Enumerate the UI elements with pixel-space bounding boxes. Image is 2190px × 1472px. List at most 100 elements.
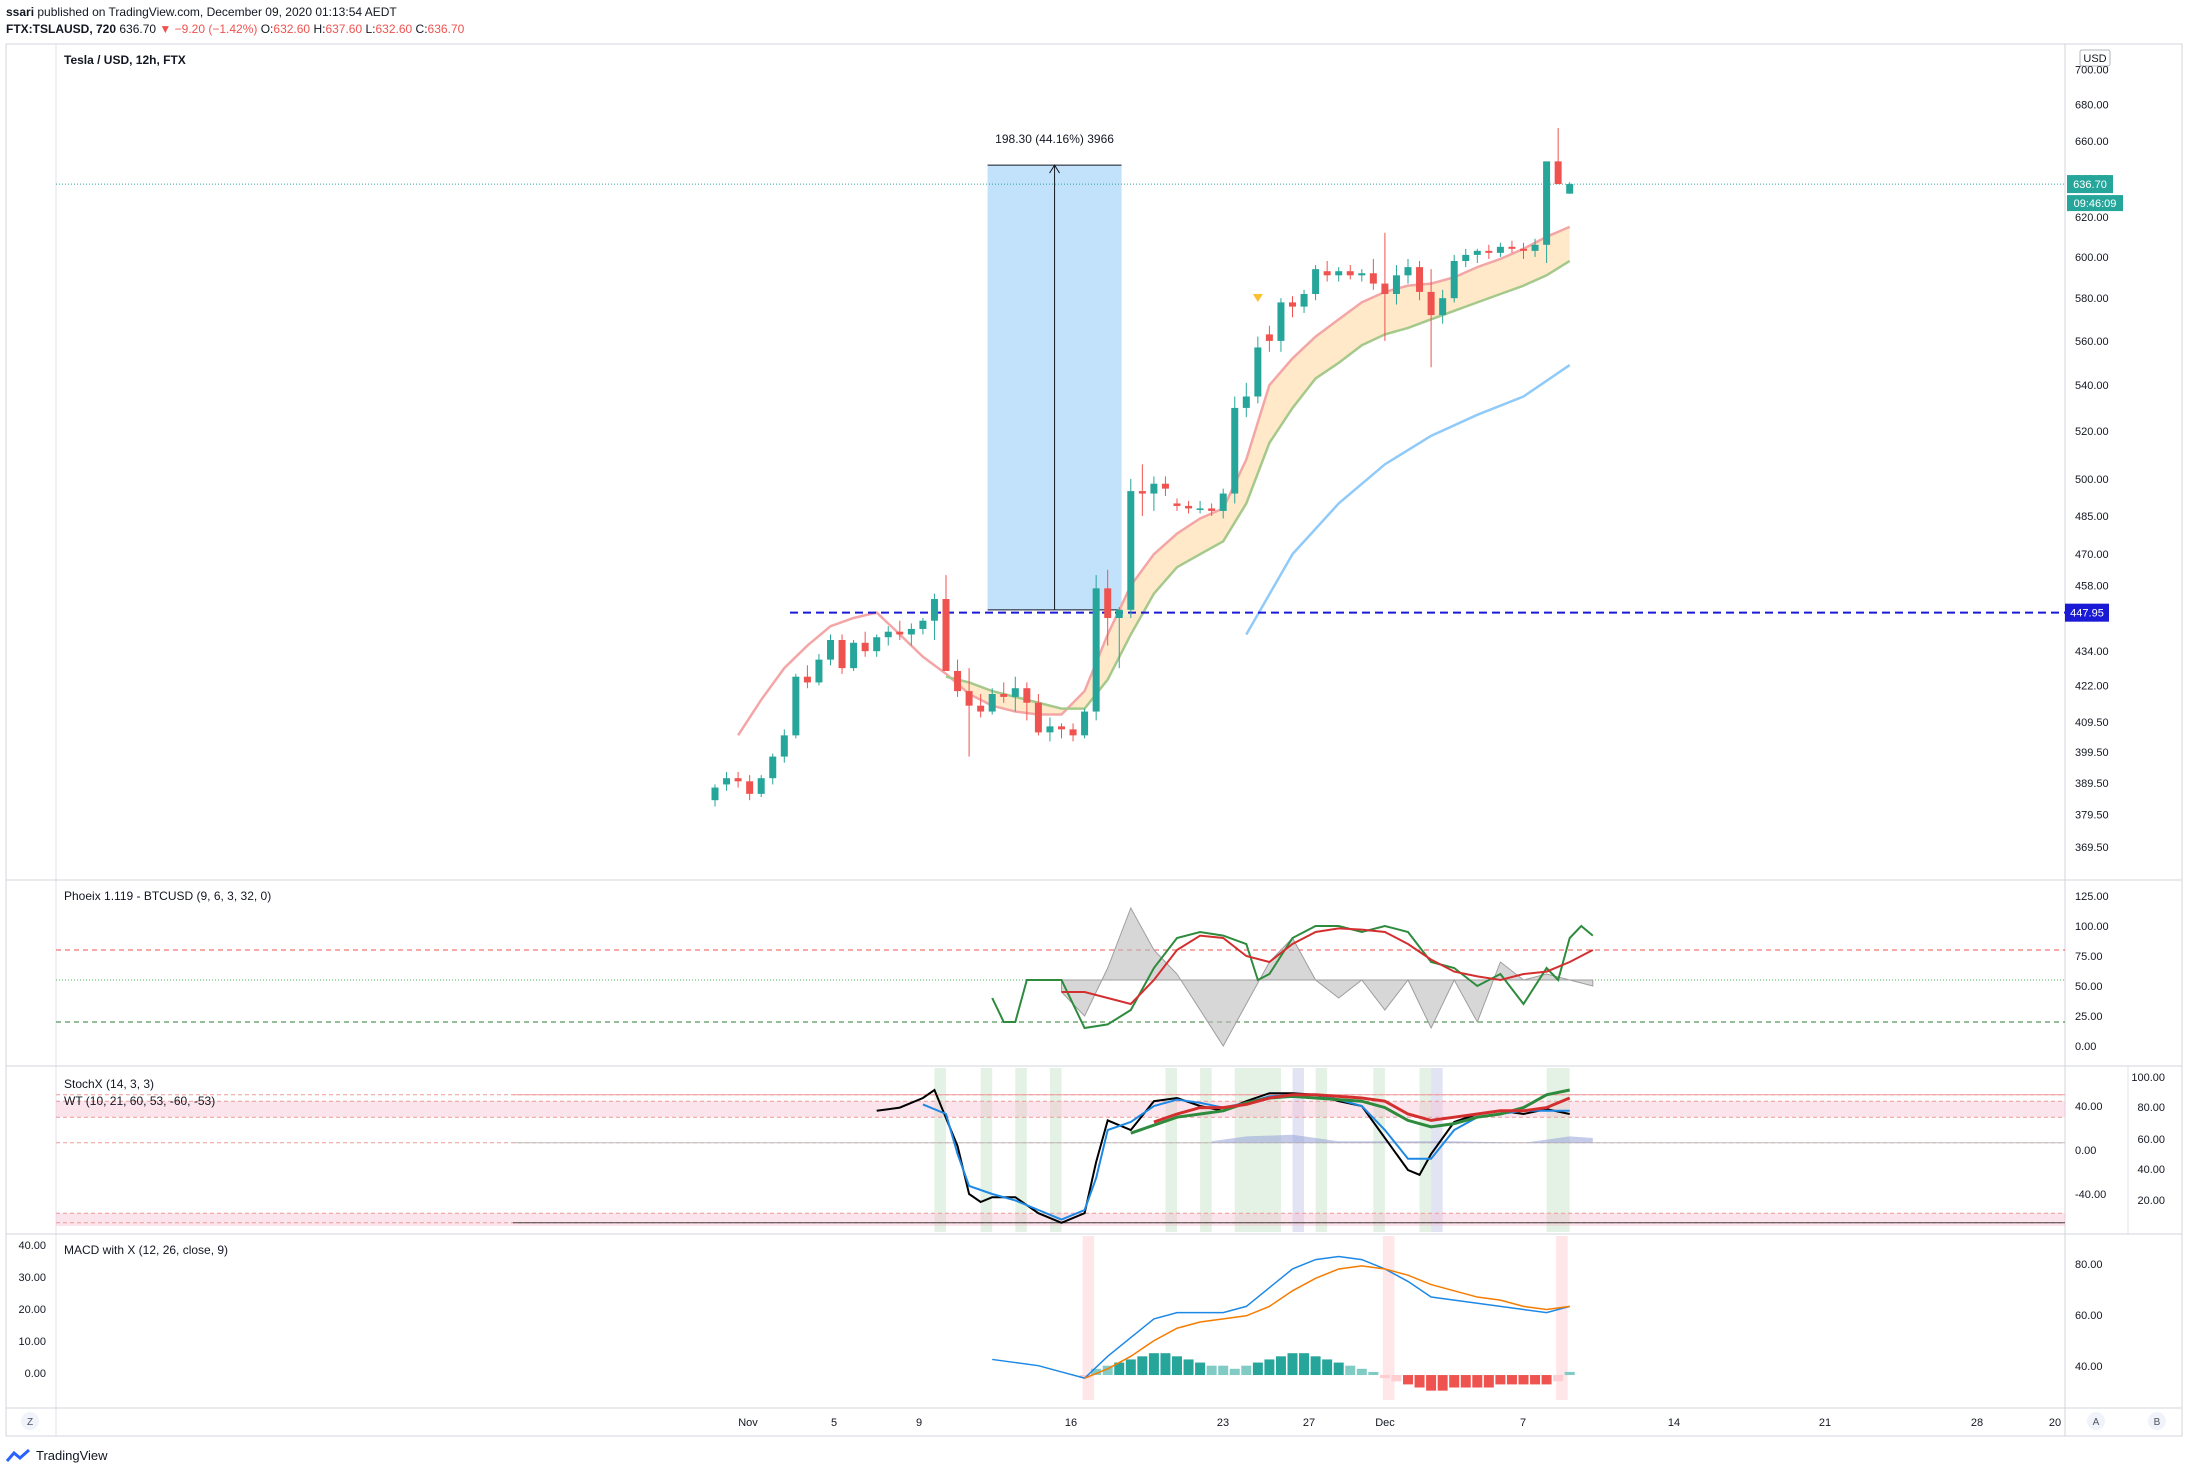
candle: [1011, 676, 1019, 712]
macd-histogram-bar: [1252, 1362, 1263, 1376]
macd-histogram-bar: [1114, 1362, 1125, 1376]
ema-line-3: [1245, 364, 1571, 636]
reset-zoom-button[interactable]: Z: [21, 1412, 39, 1430]
candle-body: [1358, 273, 1366, 276]
time-tick-label: 7: [1520, 1417, 1526, 1429]
candle: [734, 771, 742, 788]
phoeix-area: [1061, 906, 1594, 1047]
button-bg: [21, 1412, 39, 1430]
candle-body: [1473, 250, 1481, 255]
auto-scale-button[interactable]: A: [2087, 1412, 2105, 1430]
high-label: H:: [313, 22, 326, 36]
macd-left-tick: 0.00: [25, 1368, 46, 1380]
price-tick-label: 369.50: [2075, 842, 2109, 854]
log-scale-button[interactable]: B: [2148, 1412, 2166, 1430]
macd-histogram-bar: [1125, 1359, 1136, 1376]
open-label: O:: [260, 22, 274, 36]
candle: [1416, 260, 1424, 301]
phoeix-tick-label: 100.00: [2075, 921, 2109, 933]
candle-body: [1104, 588, 1112, 618]
candle: [1265, 325, 1273, 352]
phoeix-tick-label: 25.00: [2075, 1011, 2103, 1023]
macd-line-1: [992, 1255, 1570, 1379]
macd-histogram-bar: [1345, 1365, 1356, 1376]
candle-body: [1242, 396, 1250, 408]
macd-histogram-bar: [1322, 1359, 1333, 1376]
candle-body: [1185, 505, 1193, 509]
candle: [1138, 464, 1146, 516]
stoch-signal-column: [1373, 1068, 1385, 1232]
price-tick-label: 389.50: [2075, 778, 2109, 790]
stoch-line-4: [1153, 1093, 1571, 1124]
stoch-line-3: [1130, 1088, 1571, 1135]
button-label: A: [2093, 1417, 2100, 1428]
candle-body: [1462, 254, 1470, 261]
stoch-signal-column: [1292, 1068, 1305, 1232]
candle-body: [838, 640, 846, 669]
candle-body: [1219, 493, 1227, 511]
candle: [1208, 503, 1216, 516]
candle: [1161, 476, 1169, 497]
open-value: 632.60: [273, 22, 311, 36]
candle-body: [780, 735, 788, 757]
candle-body: [1554, 161, 1562, 185]
macd-histogram-bar: [1483, 1375, 1494, 1388]
candle-body: [827, 640, 834, 660]
macd-histogram-bar: [1518, 1375, 1529, 1385]
candle-body: [977, 705, 985, 712]
candle-body: [1231, 407, 1239, 494]
candle-body: [1392, 275, 1400, 294]
candle-body: [734, 778, 742, 782]
macd-histogram-bar: [1368, 1371, 1379, 1376]
macd-left-tick: 20.00: [18, 1304, 46, 1316]
candle: [1496, 242, 1504, 257]
macd-histogram-bar: [1218, 1365, 1229, 1376]
price-tick-label: 660.00: [2075, 136, 2109, 148]
price-tick-label: 422.00: [2075, 680, 2109, 692]
candle: [1150, 476, 1158, 511]
stoch-right-tick: 60.00: [2137, 1134, 2165, 1146]
candle-body: [1150, 483, 1158, 494]
macd-histogram-bar: [1553, 1375, 1564, 1382]
stoch-signal-column: [1165, 1068, 1177, 1232]
macd-histogram-bar: [1091, 1368, 1102, 1376]
candle-body: [1034, 702, 1042, 733]
candle-body: [1335, 271, 1343, 276]
stoch-signal-column: [934, 1068, 946, 1232]
macd-right-tick: 80.00: [2075, 1259, 2103, 1271]
macd-histogram-bar: [1172, 1356, 1182, 1376]
macd-histogram-bar: [1460, 1375, 1471, 1388]
stoch-right-tick: 80.00: [2137, 1102, 2165, 1114]
publisher-name[interactable]: ssari: [6, 5, 35, 19]
candle-body: [861, 642, 869, 652]
brand-label: TradingView: [36, 1448, 108, 1463]
candle: [1323, 260, 1331, 282]
candle-body: [942, 599, 950, 671]
price-tick-label: 700.00: [2075, 64, 2109, 76]
price-tick-label: 485.00: [2075, 511, 2109, 523]
last-price-tag-label: 636.70: [2073, 179, 2107, 191]
candle: [1439, 289, 1447, 324]
candle-body: [1369, 273, 1377, 284]
macd-histogram-bar: [1287, 1353, 1298, 1376]
macd-histogram-bar: [1449, 1375, 1460, 1388]
candle: [1127, 478, 1135, 618]
candle: [919, 617, 927, 635]
candle: [988, 688, 996, 715]
candle: [1046, 717, 1054, 742]
candle-body: [1092, 588, 1100, 712]
candle-body: [1046, 726, 1054, 733]
stoch-right-tick: 100.00: [2131, 1072, 2165, 1084]
candle-body: [1485, 250, 1493, 253]
low-value: 632.60: [375, 22, 413, 36]
candle-body: [1346, 271, 1354, 276]
time-tick-label: 20: [2049, 1417, 2061, 1429]
candle: [1450, 254, 1458, 303]
candle-body: [1138, 491, 1146, 494]
price-tick-label: 680.00: [2075, 100, 2109, 112]
tradingview-brand[interactable]: TradingView: [6, 1448, 108, 1463]
candle: [1289, 296, 1296, 318]
candle: [884, 626, 892, 646]
candle-body: [711, 787, 719, 801]
